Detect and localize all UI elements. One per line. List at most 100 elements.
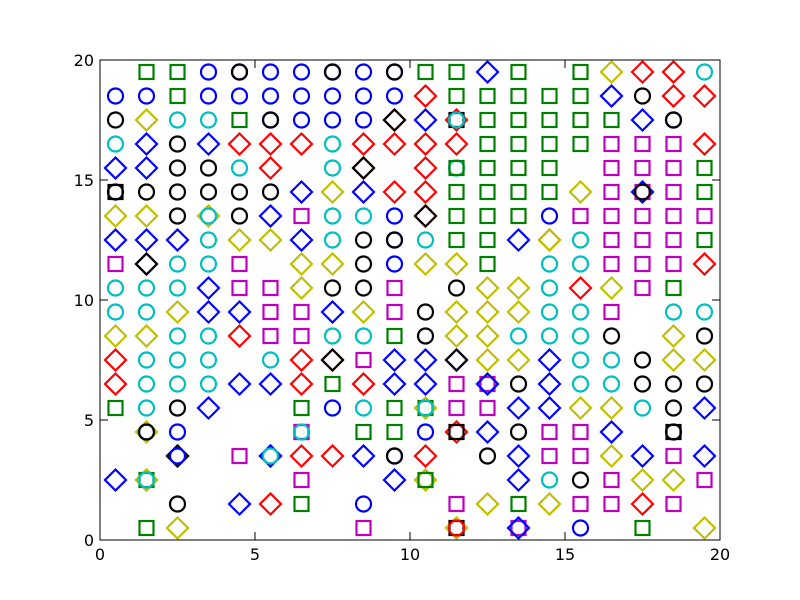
marker-black-circle [168, 135, 187, 153]
marker-red-diamond [413, 443, 438, 469]
marker-blue-circle [323, 111, 342, 129]
marker-blue-circle [571, 519, 590, 537]
marker-magenta-square [572, 447, 589, 465]
marker-yellow-diamond [692, 347, 717, 373]
marker-blue-diamond [196, 275, 221, 301]
marker-black-diamond [320, 347, 345, 373]
marker-blue-diamond [444, 347, 469, 373]
marker-yellow-diamond [599, 395, 624, 421]
plot-frame [99, 59, 721, 541]
marker-blue-diamond [630, 443, 655, 469]
y-tick-label: 10 [74, 291, 94, 310]
marker-red-diamond [630, 491, 655, 517]
marker-green-square [448, 231, 465, 249]
x-tick-label: 5 [250, 545, 260, 564]
marker-black-circle [230, 207, 249, 225]
marker-cyan-circle [416, 399, 435, 417]
marker-green-square [479, 111, 496, 129]
marker-yellow-diamond [599, 59, 624, 85]
marker-green-square [510, 111, 527, 129]
marker-blue-diamond [475, 59, 500, 85]
marker-cyan-circle [664, 303, 683, 321]
marker-blue-circle [261, 63, 280, 81]
marker-black-diamond [382, 107, 407, 133]
y-tick-label: 0 [84, 531, 94, 550]
marker-black-circle [106, 111, 125, 129]
marker-black-circle [230, 183, 249, 201]
marker-green-square [510, 135, 527, 153]
marker-black-circle [354, 255, 373, 273]
marker-magenta-square [603, 159, 620, 177]
marker-black-circle [664, 375, 683, 393]
marker-blue-circle [323, 399, 342, 417]
marker-blue-diamond [196, 395, 221, 421]
marker-blue-circle [354, 495, 373, 513]
marker-magenta-square [603, 495, 620, 513]
marker-red-diamond [289, 443, 314, 469]
marker-black-circle [633, 375, 652, 393]
marker-cyan-circle [168, 279, 187, 297]
marker-yellow-diamond [165, 299, 190, 325]
marker-green-square [541, 159, 558, 177]
marker-green-square [107, 399, 124, 417]
marker-green-square [541, 183, 558, 201]
marker-yellow-diamond [444, 299, 469, 325]
marker-cyan-circle [199, 231, 218, 249]
marker-magenta-square [231, 255, 248, 273]
marker-magenta-square [665, 231, 682, 249]
marker-black-circle [199, 183, 218, 201]
marker-green-square [169, 87, 186, 105]
marker-blue-diamond [506, 395, 531, 421]
marker-cyan-circle [261, 447, 280, 465]
marker-red-diamond [692, 131, 717, 157]
marker-magenta-square [665, 183, 682, 201]
marker-cyan-circle [571, 231, 590, 249]
marker-magenta-square [634, 159, 651, 177]
marker-cyan-circle [261, 351, 280, 369]
marker-green-square [572, 87, 589, 105]
y-tick-label: 5 [84, 411, 94, 430]
marker-black-circle [106, 183, 125, 201]
marker-magenta-square [231, 279, 248, 297]
marker-cyan-circle [137, 351, 156, 369]
marker-black-diamond [444, 347, 469, 373]
marker-magenta-square [293, 303, 310, 321]
marker-green-square [510, 87, 527, 105]
marker-black-circle [385, 231, 404, 249]
marker-black-circle [664, 399, 683, 417]
marker-green-square [138, 63, 155, 81]
marker-green-square [169, 63, 186, 81]
marker-black-circle [571, 471, 590, 489]
marker-green-square [293, 495, 310, 513]
marker-blue-diamond [475, 371, 500, 397]
marker-yellow-diamond [134, 107, 159, 133]
marker-yellow-diamond [444, 251, 469, 277]
marker-black-circle [633, 183, 652, 201]
marker-yellow-diamond [661, 347, 686, 373]
marker-green-square [696, 159, 713, 177]
marker-layer [103, 59, 717, 541]
marker-cyan-circle [354, 399, 373, 417]
marker-black-circle [416, 303, 435, 321]
marker-green-square [634, 519, 651, 537]
marker-yellow-diamond [320, 251, 345, 277]
marker-magenta-square [231, 447, 248, 465]
marker-cyan-circle [571, 351, 590, 369]
marker-cyan-circle [199, 111, 218, 129]
marker-blue-circle [199, 63, 218, 81]
marker-green-square [355, 423, 372, 441]
marker-black-circle [168, 399, 187, 417]
marker-cyan-circle [540, 327, 559, 345]
y-tick-label: 15 [74, 171, 94, 190]
marker-black-circle [478, 447, 497, 465]
marker-blue-diamond [134, 131, 159, 157]
x-tick-label: 15 [555, 545, 575, 564]
marker-red-diamond [382, 179, 407, 205]
marker-black-diamond [134, 251, 159, 277]
marker-black-circle [416, 327, 435, 345]
marker-black-circle [230, 63, 249, 81]
marker-magenta-square [448, 399, 465, 417]
x-tick-label: 10 [400, 545, 420, 564]
marker-magenta-square [541, 423, 558, 441]
marker-magenta-square [665, 135, 682, 153]
